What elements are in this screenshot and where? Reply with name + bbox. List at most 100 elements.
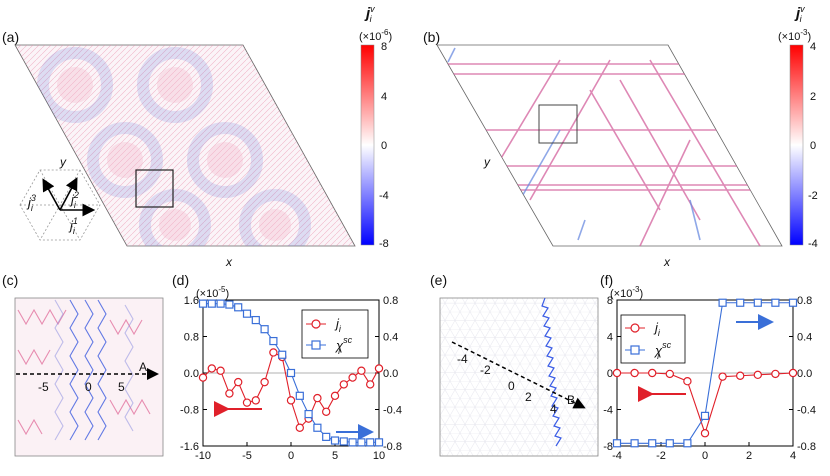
tick-e: -2 [480, 363, 491, 377]
y-right-tick-label: 0.0 [383, 368, 398, 380]
y-right-tick-label: 0.4 [797, 332, 812, 344]
inset-j1: j1 i [68, 216, 78, 236]
panel-e-zoom [439, 297, 599, 457]
legend-j-f: ji [653, 320, 661, 338]
panel-label-b: (b) [423, 29, 440, 45]
point-chi_sc_i [788, 298, 798, 307]
cbar-a-tick: 0 [381, 140, 387, 152]
point-j_i [295, 423, 304, 432]
point-j_i [233, 377, 243, 387]
chart-f-multiplier: (×10-3) [610, 285, 643, 300]
colorbar-a-title: jv i [364, 4, 375, 24]
x-tick-label: 5 [332, 450, 338, 462]
point-j_i [357, 366, 366, 375]
point-j_i [736, 371, 745, 380]
point-chi_sc_i [216, 299, 225, 308]
point-j_i [242, 398, 252, 407]
y-left-tick-label: -0.8 [180, 405, 199, 417]
point-chi_sc_i [278, 350, 287, 359]
tick-e: 2 [525, 390, 532, 404]
y-left-tick-label: -8 [603, 441, 613, 453]
point-j_i [366, 380, 375, 389]
point-j_i [269, 348, 278, 357]
chart-f: (×10-3) -4 -2 0 2 4840-4-80.80.40.0-0.4-0.8 … [603, 285, 816, 462]
cbar-a-tick: -8 [379, 238, 389, 250]
panel-label-e: (e) [430, 272, 447, 288]
point-j_i [771, 369, 780, 379]
tick-e: 4 [550, 402, 557, 416]
tick-c: -5 [38, 380, 49, 394]
point-chi_sc_i [330, 436, 340, 445]
y-left-tick-label: 0.0 [184, 368, 199, 380]
y-left-tick-label: 1.6 [184, 295, 199, 307]
tick-c: 0 [85, 380, 92, 394]
point-chi_sc_i [207, 299, 216, 308]
legend-chi-d: χsc i [335, 335, 353, 356]
point-chi_sc_i [242, 309, 252, 318]
x-tick-label: -4 [612, 450, 622, 462]
point-chi_sc_i [718, 298, 727, 307]
colorbar-a-scale: (×10-6) [359, 28, 392, 43]
legend-chi-f: χsc i [654, 340, 672, 361]
chart-d-multiplier: (×10-5) [196, 285, 229, 300]
tick-e: 0 [508, 379, 515, 393]
point-j_i [286, 396, 296, 405]
arrow-label-a: A [139, 360, 147, 374]
point-chi_sc_i [366, 438, 375, 447]
inset-j2: j2 i [69, 190, 79, 210]
point-chi_sc_i [357, 438, 366, 447]
colorbar-b-scale: (×10-3) [778, 28, 811, 43]
point-j_i [330, 391, 340, 401]
point-chi_sc_i [612, 439, 622, 448]
cbar-b-tick: 2 [810, 91, 816, 103]
point-j_i [648, 368, 657, 378]
colorbar-b-title: jv i [794, 4, 805, 24]
legend-marker-j [630, 323, 640, 333]
tick-e: -4 [457, 352, 468, 366]
point-chi_sc_i [225, 300, 234, 309]
point-j_i [260, 377, 269, 387]
legend-marker-chi [630, 345, 640, 355]
x-tick-label: 0 [702, 450, 708, 462]
tick-c: 5 [118, 380, 125, 394]
y-left-tick-label: 0 [607, 368, 613, 380]
x-tick-label: -5 [242, 450, 252, 462]
cbar-a-tick: 8 [381, 41, 387, 53]
axis-y-b: y [483, 155, 491, 169]
point-chi_sc_i [665, 439, 674, 448]
point-j_i [718, 372, 727, 381]
point-j_i [665, 369, 675, 379]
x-tick-label: 2 [746, 450, 752, 462]
y-right-tick-label: 0.4 [383, 332, 398, 344]
point-chi_sc_i [753, 298, 762, 307]
point-j_i [630, 368, 639, 378]
point-j_i [198, 373, 208, 382]
legend-marker-j [311, 319, 321, 329]
y-left-tick-label: 0.8 [184, 332, 199, 344]
point-j_i [251, 396, 260, 405]
point-j_i [348, 373, 357, 382]
arrow-j3-icon [42, 178, 61, 211]
y-left-tick-label: -4 [603, 405, 613, 417]
cbar-b-tick: -4 [808, 238, 818, 250]
x-tick-label: 10 [373, 450, 385, 462]
point-chi_sc_i [736, 298, 745, 307]
cbar-a-tick: -4 [379, 190, 389, 202]
y-right-tick-label: -0.4 [383, 405, 402, 417]
panel-label-c: (c) [2, 272, 18, 288]
point-j_i [339, 380, 348, 389]
y-right-tick-label: -0.8 [797, 441, 816, 453]
arrow-label-b: B [567, 393, 575, 407]
x-tick-label: 4 [790, 450, 796, 462]
zoom-box-a [135, 169, 174, 208]
cbar-b-tick: -2 [808, 190, 818, 202]
inset-bond-diagram [19, 169, 101, 241]
panel-label-a: (a) [2, 29, 19, 45]
cbar-b-tick: 0 [810, 140, 816, 152]
axis-x-b: x [663, 255, 671, 269]
cbar-b-tick: 4 [810, 41, 816, 53]
colorbar-b: jv i (×10-3) 4 2 0 -2 -4 [778, 4, 818, 250]
panel-label-d: (d) [172, 272, 189, 288]
arrow-b-icon [451, 341, 586, 409]
